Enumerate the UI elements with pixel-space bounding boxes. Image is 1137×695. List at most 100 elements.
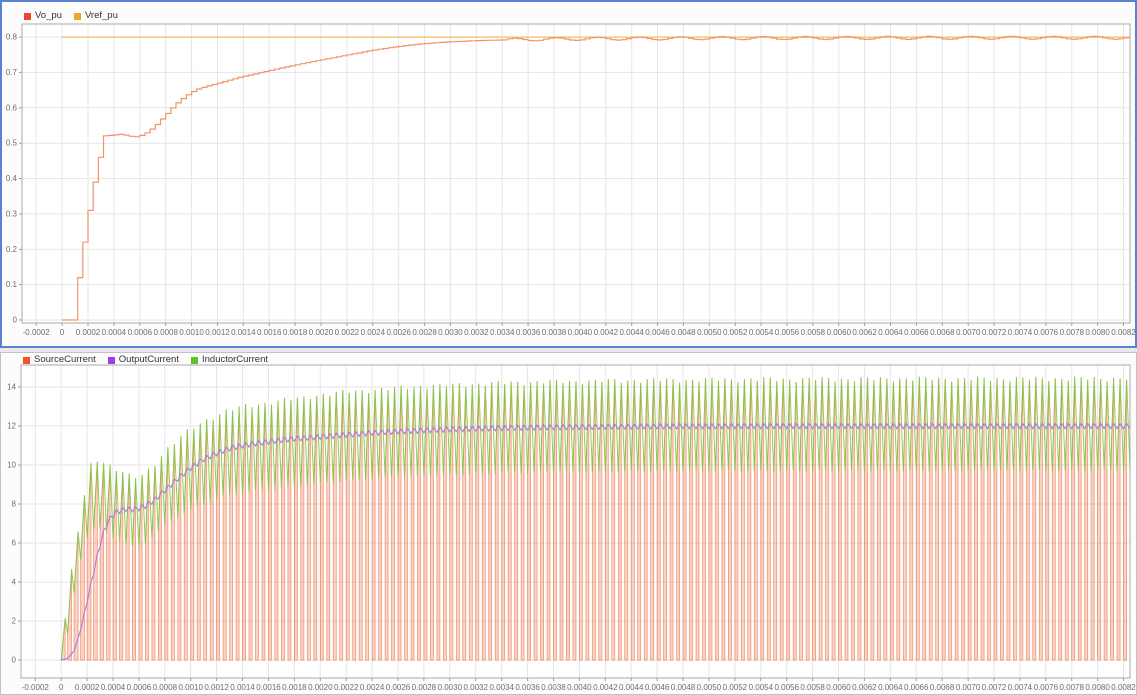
svg-text:0.0050: 0.0050 (697, 683, 722, 692)
svg-text:0.0020: 0.0020 (308, 683, 333, 692)
svg-text:0.0046: 0.0046 (645, 683, 670, 692)
legend-swatch (73, 12, 81, 20)
legend-item-sourcecurrent[interactable]: SourceCurrent (23, 355, 96, 365)
svg-text:0.0074: 0.0074 (1008, 328, 1033, 337)
svg-text:0.0004: 0.0004 (102, 328, 127, 337)
svg-text:0.0054: 0.0054 (749, 683, 774, 692)
svg-text:0.0032: 0.0032 (464, 328, 489, 337)
svg-text:0.0016: 0.0016 (256, 683, 281, 692)
legend-swatch (24, 12, 31, 20)
voltage-legend: Vo_pu Vref_pu (24, 11, 118, 21)
svg-text:0.0018: 0.0018 (283, 328, 308, 337)
svg-text:0: 0 (13, 316, 18, 325)
svg-text:0.0048: 0.0048 (671, 683, 696, 692)
svg-text:0: 0 (59, 683, 64, 692)
svg-text:0.0044: 0.0044 (619, 328, 644, 337)
svg-text:0.0078: 0.0078 (1059, 683, 1084, 692)
subplot-voltage-panel[interactable]: -0.0002 0 0.0002 0.0004 0.0006 0.0008 0.0010 0.… (0, 0, 1137, 348)
svg-text:0.5: 0.5 (6, 139, 18, 148)
svg-text:0.0022: 0.0022 (334, 683, 359, 692)
svg-text:0.0042: 0.0042 (594, 328, 619, 337)
svg-text:0.0038: 0.0038 (542, 328, 567, 337)
svg-text:0.7: 0.7 (6, 68, 18, 77)
svg-text:0.0054: 0.0054 (749, 328, 774, 337)
legend-label: OutputCurrent (118, 354, 179, 365)
svg-text:0.0052: 0.0052 (723, 328, 748, 337)
legend-item-vo_pu[interactable]: Vo_pu (24, 11, 62, 21)
svg-text:0.0010: 0.0010 (179, 328, 204, 337)
svg-text:0.0068: 0.0068 (930, 328, 955, 337)
legend-item-vref_pu[interactable]: Vref_pu (73, 10, 118, 21)
svg-text:0.0008: 0.0008 (153, 328, 178, 337)
svg-text:6: 6 (12, 539, 17, 548)
svg-text:0.0034: 0.0034 (489, 683, 514, 692)
svg-text:0.0012: 0.0012 (204, 683, 229, 692)
svg-text:0: 0 (60, 328, 65, 337)
svg-text:0.0006: 0.0006 (127, 683, 152, 692)
svg-text:0.3: 0.3 (6, 209, 18, 218)
svg-text:0.0064: 0.0064 (878, 683, 903, 692)
svg-text:0.0024: 0.0024 (360, 683, 385, 692)
svg-text:0.0080: 0.0080 (1085, 683, 1110, 692)
svg-text:0.0056: 0.0056 (774, 683, 799, 692)
svg-text:0.0070: 0.0070 (956, 328, 981, 337)
svg-text:0.0072: 0.0072 (982, 683, 1007, 692)
svg-text:0.0056: 0.0056 (775, 328, 800, 337)
subplot-current-panel[interactable]: -0.0002 0 0.0002 0.0004 0.0006 0.0008 0.0010 0.… (0, 352, 1137, 695)
legend-label: Vo_pu (35, 10, 62, 21)
legend-swatch (107, 356, 115, 364)
svg-text:0.0044: 0.0044 (619, 683, 644, 692)
svg-text:0.0068: 0.0068 (930, 683, 955, 692)
legend-swatch (23, 356, 30, 364)
svg-text:4: 4 (12, 578, 17, 587)
svg-text:0.0030: 0.0030 (438, 683, 463, 692)
svg-text:0.0060: 0.0060 (826, 683, 851, 692)
svg-text:0.0032: 0.0032 (463, 683, 488, 692)
svg-text:0.0042: 0.0042 (593, 683, 618, 692)
svg-text:0.0002: 0.0002 (76, 328, 101, 337)
svg-text:0.0072: 0.0072 (982, 328, 1007, 337)
svg-text:0.4: 0.4 (6, 174, 18, 183)
svg-text:0.0060: 0.0060 (827, 328, 852, 337)
svg-text:0.6: 0.6 (6, 103, 18, 112)
svg-text:0.0066: 0.0066 (904, 328, 929, 337)
legend-label: InductorCurrent (201, 354, 268, 365)
legend-swatch (190, 356, 198, 364)
svg-text:0.0076: 0.0076 (1034, 683, 1059, 692)
svg-text:0.0002: 0.0002 (75, 683, 100, 692)
svg-text:0.0082: 0.0082 (1111, 683, 1136, 692)
svg-text:0.0026: 0.0026 (386, 328, 411, 337)
svg-text:0.0018: 0.0018 (282, 683, 307, 692)
svg-text:0.0006: 0.0006 (128, 328, 153, 337)
svg-text:0.0050: 0.0050 (697, 328, 722, 337)
svg-text:0.0012: 0.0012 (205, 328, 230, 337)
svg-text:0.0082: 0.0082 (1111, 328, 1135, 337)
voltage-plot-canvas[interactable]: -0.0002 0 0.0002 0.0004 0.0006 0.0008 0.0010 0.… (2, 2, 1135, 346)
svg-text:0.0036: 0.0036 (515, 683, 540, 692)
svg-text:0.0010: 0.0010 (178, 683, 203, 692)
svg-text:0.0048: 0.0048 (671, 328, 696, 337)
svg-text:12: 12 (7, 422, 16, 431)
svg-text:0.0030: 0.0030 (438, 328, 463, 337)
svg-text:0.0028: 0.0028 (412, 328, 437, 337)
svg-text:0.0034: 0.0034 (490, 328, 515, 337)
svg-text:0.0026: 0.0026 (386, 683, 411, 692)
svg-text:0.0024: 0.0024 (361, 328, 386, 337)
legend-label: Vref_pu (84, 10, 118, 21)
svg-text:10: 10 (7, 461, 16, 470)
svg-text:0.0070: 0.0070 (956, 683, 981, 692)
svg-text:0.0078: 0.0078 (1060, 328, 1085, 337)
svg-text:0.0016: 0.0016 (257, 328, 282, 337)
svg-text:2: 2 (12, 617, 17, 626)
svg-text:14: 14 (7, 383, 16, 392)
svg-text:0.0028: 0.0028 (412, 683, 437, 692)
svg-text:0.0080: 0.0080 (1085, 328, 1110, 337)
svg-text:0.0040: 0.0040 (568, 328, 593, 337)
svg-text:0.0040: 0.0040 (567, 683, 592, 692)
legend-item-outputcurrent[interactable]: OutputCurrent (107, 354, 179, 365)
svg-text:-0.0002: -0.0002 (23, 328, 51, 337)
current-plot-canvas[interactable]: -0.0002 0 0.0002 0.0004 0.0006 0.0008 0.0010 0.… (1, 353, 1136, 694)
legend-item-inductorcurrent[interactable]: InductorCurrent (190, 354, 268, 365)
svg-text:0.0064: 0.0064 (878, 328, 903, 337)
svg-text:0.0004: 0.0004 (101, 683, 126, 692)
